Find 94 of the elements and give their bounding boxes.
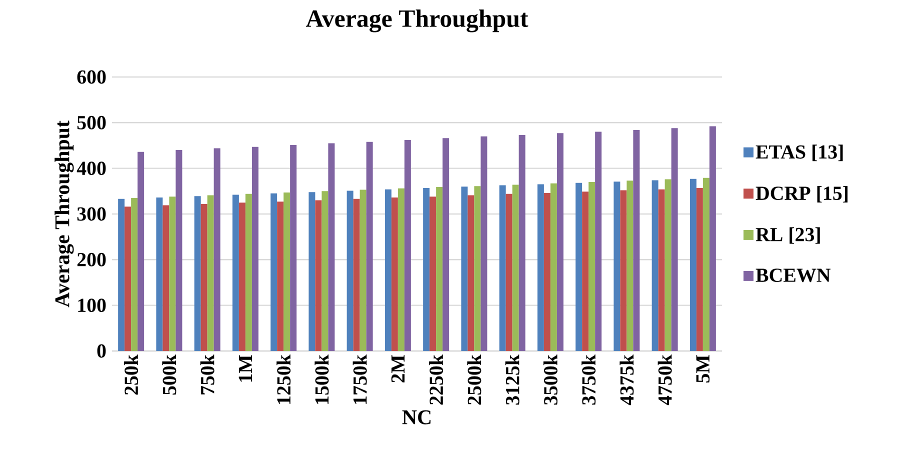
bar [232,194,239,351]
chart-title: Average Throughput [306,10,528,32]
x-tick-label: 4750k [658,354,672,406]
x-tick-label: 3750k [582,354,596,405]
bar [346,190,354,351]
x-tick-label: 1500k [314,354,329,404]
bar [696,188,703,351]
bar [576,182,582,351]
bar [626,180,634,351]
bar [245,194,252,351]
y-tick-label: 300 [77,207,106,221]
bar [391,198,398,351]
bar [423,188,430,351]
bar [506,194,512,351]
bar [461,186,468,351]
legend-label: RL [23] [756,227,820,244]
x-tick-label: 3500k [543,354,558,405]
bar [322,191,328,351]
y-tick-label: 500 [77,116,106,130]
bar [690,178,696,351]
x-tick-label: 500k [162,354,176,395]
x-tick-label: 2500k [467,354,482,405]
bar [556,133,564,351]
bar [118,198,125,351]
x-tick-label: 1M [238,355,252,382]
x-tick-label: 3125k [505,354,520,405]
bar [468,195,474,351]
bar [404,140,411,351]
x-tick-label: 1750k [352,354,367,404]
bar [270,193,278,351]
bar [360,190,366,351]
bar [537,184,544,351]
bar [308,192,316,351]
bar [633,130,640,351]
bar [214,148,220,351]
y-tick-label: 0 [97,344,106,358]
bar [664,179,672,351]
x-tick-label: 250k [124,354,138,395]
bar [131,198,138,351]
bar [620,190,627,351]
x-tick-label: 750k [200,354,214,394]
bar [512,184,519,351]
y-tick-label: 100 [78,298,106,312]
bar [353,198,360,351]
bar [442,138,450,351]
bar [550,183,557,351]
bar [499,185,506,351]
bar [162,205,170,351]
y-tick-label: 400 [76,162,106,176]
bar [582,192,589,351]
bar [474,186,481,351]
bar [702,178,710,351]
bar [169,196,176,351]
bar [614,182,620,351]
legend-label: ETAS [13] [756,144,843,162]
bar [315,200,322,351]
bar [328,143,335,351]
y-axis-title: Average Throughput [54,120,74,308]
x-axis-title: NC [402,410,431,424]
bar [658,189,665,351]
bar [200,204,208,351]
legend-label: DCRP [15] [756,186,848,202]
y-tick-label: 600 [77,70,106,84]
bar [138,152,144,351]
bar [588,182,596,351]
x-tick-label: 2M [391,355,405,382]
bar [398,188,404,351]
x-tick-label: 4375k [620,354,634,406]
bar [124,206,132,351]
x-tick-label: 2250k [429,354,444,405]
bar [176,150,182,351]
bar [671,128,678,351]
bar [544,192,550,351]
bar [284,192,290,351]
bar [595,132,602,351]
bar [652,180,658,351]
bar [207,195,214,351]
x-tick-label: 5M [696,355,710,382]
bar [709,126,716,351]
bar [436,187,443,351]
legend-label: BCEWN [756,268,831,282]
bar [194,196,201,351]
bar [366,142,373,351]
bar [480,136,488,351]
bar [430,196,436,351]
bar [290,145,297,351]
bar [238,202,246,351]
bar [384,189,392,351]
x-tick-label: 1250k [276,354,291,404]
bar [156,198,163,351]
bar [518,134,526,351]
y-tick-label: 200 [77,252,106,266]
bar [277,202,284,351]
bar [252,146,258,351]
